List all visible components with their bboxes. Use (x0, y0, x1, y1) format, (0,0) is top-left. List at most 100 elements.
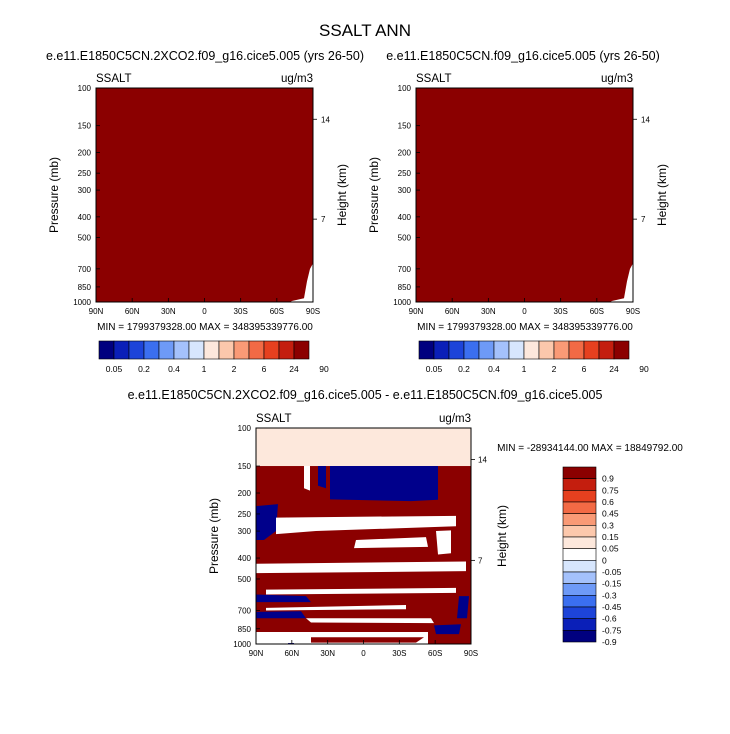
colorbar: 0.05 0.2 0.4 1 2 6 24 90 (418, 340, 649, 374)
y-tick-label: 300 (238, 527, 252, 536)
missing-data-region (611, 263, 633, 302)
colorbar-label: -0.15 (602, 579, 622, 589)
y-axis-label: Pressure (mb) (47, 157, 61, 233)
colorbar-label: 6 (262, 364, 267, 374)
colorbar-swatch (463, 340, 480, 360)
x-tick-label: 90N (89, 307, 104, 316)
panel-1: e.e11.E1850C5CN.2XCO2.f09_g16.cice5.005 … (46, 49, 364, 374)
y-tick-label: 300 (398, 186, 412, 195)
x-tick-label: 30N (481, 307, 496, 316)
x-tick-label: 30S (554, 307, 568, 316)
colorbar-label: 90 (319, 364, 329, 374)
colorbar-swatch (433, 340, 450, 360)
colorbar-swatch (248, 340, 265, 360)
colorbar-swatch (173, 340, 190, 360)
panel-title: e.e11.E1850C5CN.2XCO2.f09_g16.cice5.005 … (128, 388, 603, 402)
panel-title: e.e11.E1850C5CN.2XCO2.f09_g16.cice5.005 … (46, 49, 364, 63)
y-tick-label: 100 (398, 84, 412, 93)
colorbar-label: 1 (522, 364, 527, 374)
colorbar-swatch (562, 548, 597, 561)
x-tick-label: 60S (590, 307, 604, 316)
colorbar-swatch (562, 571, 597, 584)
colorbar-swatch (562, 560, 597, 573)
y-tick-label: 150 (398, 122, 412, 131)
colorbar-label: -0.3 (602, 590, 617, 600)
colorbar-swatch (553, 340, 570, 360)
y-tick-label: 1000 (73, 298, 91, 307)
colorbar-swatch (218, 340, 235, 360)
colorbar-label: 24 (609, 364, 619, 374)
x-tick-label: 60S (428, 649, 442, 658)
negative-region (256, 504, 278, 540)
right-tick-label: 14 (478, 456, 487, 465)
colorbar-label: -0.05 (602, 567, 622, 577)
x-tick-label: 30N (161, 307, 176, 316)
colorbar-swatch (562, 595, 597, 608)
right-tick-label: 7 (321, 215, 326, 224)
y-tick-label: 850 (398, 283, 412, 292)
colorbar-swatch (562, 525, 597, 538)
min-max-stats: MIN = 1799379328.00 MAX = 348395339776.0… (97, 322, 313, 333)
right-axis-label: Height (km) (655, 164, 669, 226)
x-tick-label: 60N (284, 649, 299, 658)
y-axis-label: Pressure (mb) (207, 498, 221, 574)
x-tick-label: 0 (202, 307, 207, 316)
colorbar-swatch (613, 340, 630, 360)
y-tick-label: 150 (78, 122, 92, 131)
positive-region (368, 551, 416, 558)
colorbar-label: -0.45 (602, 602, 622, 612)
positive-region (311, 637, 424, 643)
colorbar-swatch (562, 606, 597, 619)
colorbar-label: 0.75 (602, 485, 619, 495)
colorbar-label: 2 (232, 364, 237, 374)
y-tick-label: 250 (238, 510, 252, 519)
colorbar-label: 0.15 (602, 532, 619, 542)
right-tick-label: 7 (641, 215, 646, 224)
panel-2: e.e11.E1850C5CN.f09_g16.cice5.005 (yrs 2… (367, 49, 669, 374)
colorbar-label: 0.2 (138, 364, 150, 374)
x-tick-label: 0 (522, 307, 527, 316)
colorbar-swatch (523, 340, 540, 360)
colorbar-swatch (538, 340, 555, 360)
panel-title: e.e11.E1850C5CN.f09_g16.cice5.005 (yrs 2… (386, 49, 660, 63)
colorbar-swatch (568, 340, 585, 360)
colorbar-label: 0.45 (602, 509, 619, 519)
y-tick-label: 500 (238, 575, 252, 584)
colorbar-label: 0.2 (458, 364, 470, 374)
colorbar-label: 2 (552, 364, 557, 374)
colorbar-swatch (188, 340, 205, 360)
x-tick-label: 90S (464, 649, 478, 658)
y-tick-label: 400 (238, 554, 252, 563)
y-tick-label: 100 (238, 424, 252, 433)
y-tick-label: 1000 (393, 298, 411, 307)
zero-region (304, 466, 310, 491)
colorbar-label: 0.6 (602, 497, 614, 507)
colorbar-label: -0.9 (602, 637, 617, 647)
y-tick-label: 700 (398, 265, 412, 274)
colorbar-swatch (583, 340, 600, 360)
colorbar-label: 0.05 (602, 544, 619, 554)
colorbar-swatch (263, 340, 280, 360)
colorbar-swatch (562, 536, 597, 549)
colorbar-label: -0.6 (602, 614, 617, 624)
zero-region (276, 515, 456, 535)
colorbar-swatch (233, 340, 250, 360)
zero-region (256, 561, 466, 574)
units-label: ug/m3 (601, 73, 633, 85)
colorbar-swatch (562, 501, 597, 514)
filled-contour (96, 88, 313, 302)
colorbar-swatch (562, 583, 597, 596)
zero-region (354, 537, 428, 549)
x-tick-label: 90N (409, 307, 424, 316)
x-tick-label: 90N (249, 649, 264, 658)
zero-region (266, 587, 456, 595)
x-tick-label: 90S (626, 307, 640, 316)
colorbar-label: 0.3 (602, 520, 614, 530)
negative-region (318, 466, 326, 489)
y-tick-label: 250 (78, 169, 92, 178)
negative-region (434, 624, 461, 635)
units-label: ug/m3 (281, 73, 313, 85)
colorbar-label: 0 (602, 555, 607, 565)
x-tick-label: 30N (320, 649, 335, 658)
colorbar-swatch (562, 618, 597, 631)
